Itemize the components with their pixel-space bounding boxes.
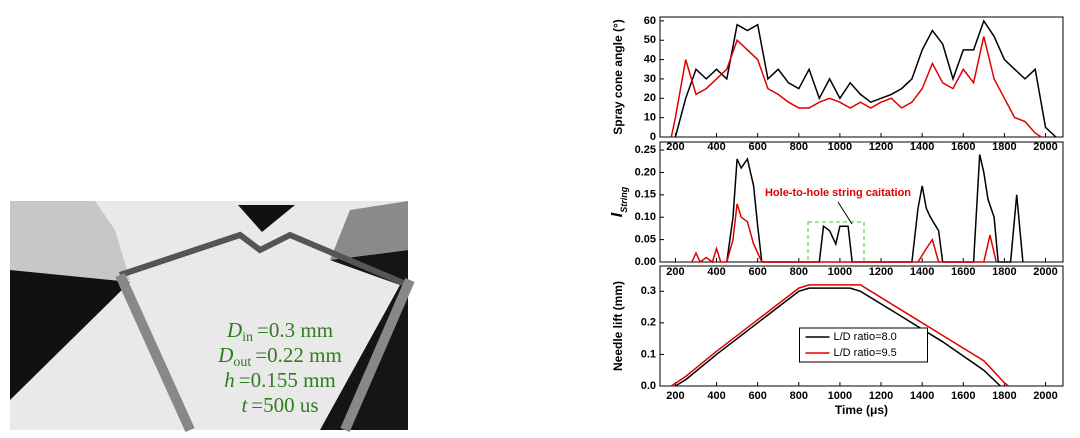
legend-label: L/D ratio=9.5 bbox=[834, 347, 897, 359]
x-tick-label: 800 bbox=[790, 141, 808, 153]
line-series bbox=[674, 19, 1057, 138]
x-tick-label: 600 bbox=[748, 266, 766, 278]
y-axis-label: Spray cone angle (°) bbox=[611, 19, 625, 135]
x-tick-label: 200 bbox=[666, 266, 684, 278]
y-axis-label-sub: String bbox=[619, 186, 629, 213]
legend-label: L/D ratio=8.0 bbox=[834, 331, 897, 343]
line-series bbox=[675, 287, 1001, 387]
y-tick-label: 0.00 bbox=[635, 256, 656, 268]
photo-dark bbox=[320, 250, 408, 430]
x-tick-label: 1200 bbox=[869, 390, 893, 402]
y-tick-label: 0.3 bbox=[641, 285, 656, 297]
photo-dark bbox=[10, 270, 130, 400]
annotation: Hole-to-hole string caitation bbox=[765, 187, 911, 199]
x-tick-label: 200 bbox=[666, 390, 684, 402]
y-axis-label: IString bbox=[609, 186, 629, 217]
line-series bbox=[726, 154, 1024, 263]
y-tick-label: 20 bbox=[644, 92, 656, 104]
x-tick-label: 1800 bbox=[992, 141, 1016, 153]
plot-frame bbox=[659, 141, 1064, 263]
line-series bbox=[670, 36, 1042, 138]
y-axis-label: Needle lift (mm) bbox=[611, 281, 625, 371]
x-tick-label: 1000 bbox=[828, 266, 852, 278]
plot-frame bbox=[659, 16, 1064, 138]
y-tick-label: 0.0 bbox=[641, 380, 656, 392]
x-axis-label: Time (μs) bbox=[835, 403, 888, 417]
x-tick-label: 1600 bbox=[951, 390, 975, 402]
x-tick-label: 1800 bbox=[992, 266, 1016, 278]
photo-holes bbox=[119, 231, 410, 288]
x-tick-label: 1400 bbox=[910, 141, 934, 153]
line-series bbox=[670, 284, 1009, 387]
x-tick-label: 600 bbox=[748, 390, 766, 402]
x-tick-label: 2000 bbox=[1033, 141, 1057, 153]
photo-needle bbox=[238, 205, 295, 232]
x-tick-label: 1600 bbox=[951, 141, 975, 153]
x-tick-label: 1800 bbox=[992, 390, 1016, 402]
x-tick-label: 800 bbox=[790, 266, 808, 278]
x-tick-label: 400 bbox=[707, 141, 725, 153]
x-tick-label: 400 bbox=[707, 390, 725, 402]
x-tick-label: 600 bbox=[748, 141, 766, 153]
photo-label: Dout =0.22 mm bbox=[217, 343, 342, 370]
y-tick-label: 0.15 bbox=[635, 189, 656, 201]
x-tick-label: 1200 bbox=[869, 141, 893, 153]
y-tick-label: 0.25 bbox=[635, 144, 656, 156]
y-tick-label: 0.2 bbox=[641, 317, 656, 329]
photo-label: t =500 us bbox=[241, 393, 318, 417]
x-tick-label: 2000 bbox=[1033, 390, 1057, 402]
x-tick-label: 1600 bbox=[951, 266, 975, 278]
photo: Din =0.3 mm Dout =0.22 mm h =0.155 mm t =500… bbox=[10, 201, 415, 433]
legend-box bbox=[799, 327, 928, 363]
y-tick-label: 0.1 bbox=[641, 348, 656, 360]
y-tick-label: 50 bbox=[644, 34, 656, 46]
photo-label: Din =0.3 mm bbox=[226, 318, 333, 345]
x-tick-label: 400 bbox=[707, 266, 725, 278]
photo-label: h =0.155 mm bbox=[224, 368, 336, 392]
y-tick-label: 0.05 bbox=[635, 234, 656, 246]
x-tick-label: 2000 bbox=[1033, 266, 1057, 278]
x-tick-label: 1400 bbox=[910, 390, 934, 402]
x-tick-label: 1000 bbox=[828, 141, 852, 153]
y-tick-label: 40 bbox=[644, 53, 656, 65]
y-tick-label: 0.20 bbox=[635, 166, 656, 178]
x-tick-label: 800 bbox=[790, 390, 808, 402]
annotation-arrow bbox=[837, 201, 853, 225]
y-tick-label: 30 bbox=[644, 73, 656, 85]
photo-shade bbox=[330, 201, 408, 260]
y-tick-label: 0 bbox=[650, 131, 656, 143]
y-tick-label: 60 bbox=[644, 15, 656, 27]
photo-walls bbox=[115, 272, 415, 433]
x-tick-label: 1000 bbox=[828, 390, 852, 402]
x-tick-label: 200 bbox=[666, 141, 684, 153]
line-series bbox=[691, 203, 997, 264]
y-axis-label-main: I bbox=[609, 212, 626, 217]
highlight-box bbox=[807, 221, 865, 263]
y-tick-label: 0.10 bbox=[635, 211, 656, 223]
y-tick-label: 10 bbox=[644, 112, 656, 124]
x-tick-label: 1200 bbox=[869, 266, 893, 278]
x-tick-label: 1400 bbox=[910, 266, 934, 278]
plot-frame bbox=[659, 265, 1064, 387]
